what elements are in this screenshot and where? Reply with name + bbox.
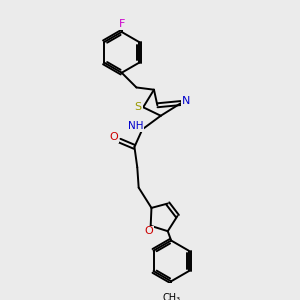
Text: CH₃: CH₃ xyxy=(162,293,180,300)
Text: N: N xyxy=(182,96,190,106)
Text: O: O xyxy=(110,132,118,142)
Text: F: F xyxy=(118,19,125,29)
Text: O: O xyxy=(144,226,153,236)
Text: NH: NH xyxy=(128,121,143,131)
Text: S: S xyxy=(135,102,142,112)
